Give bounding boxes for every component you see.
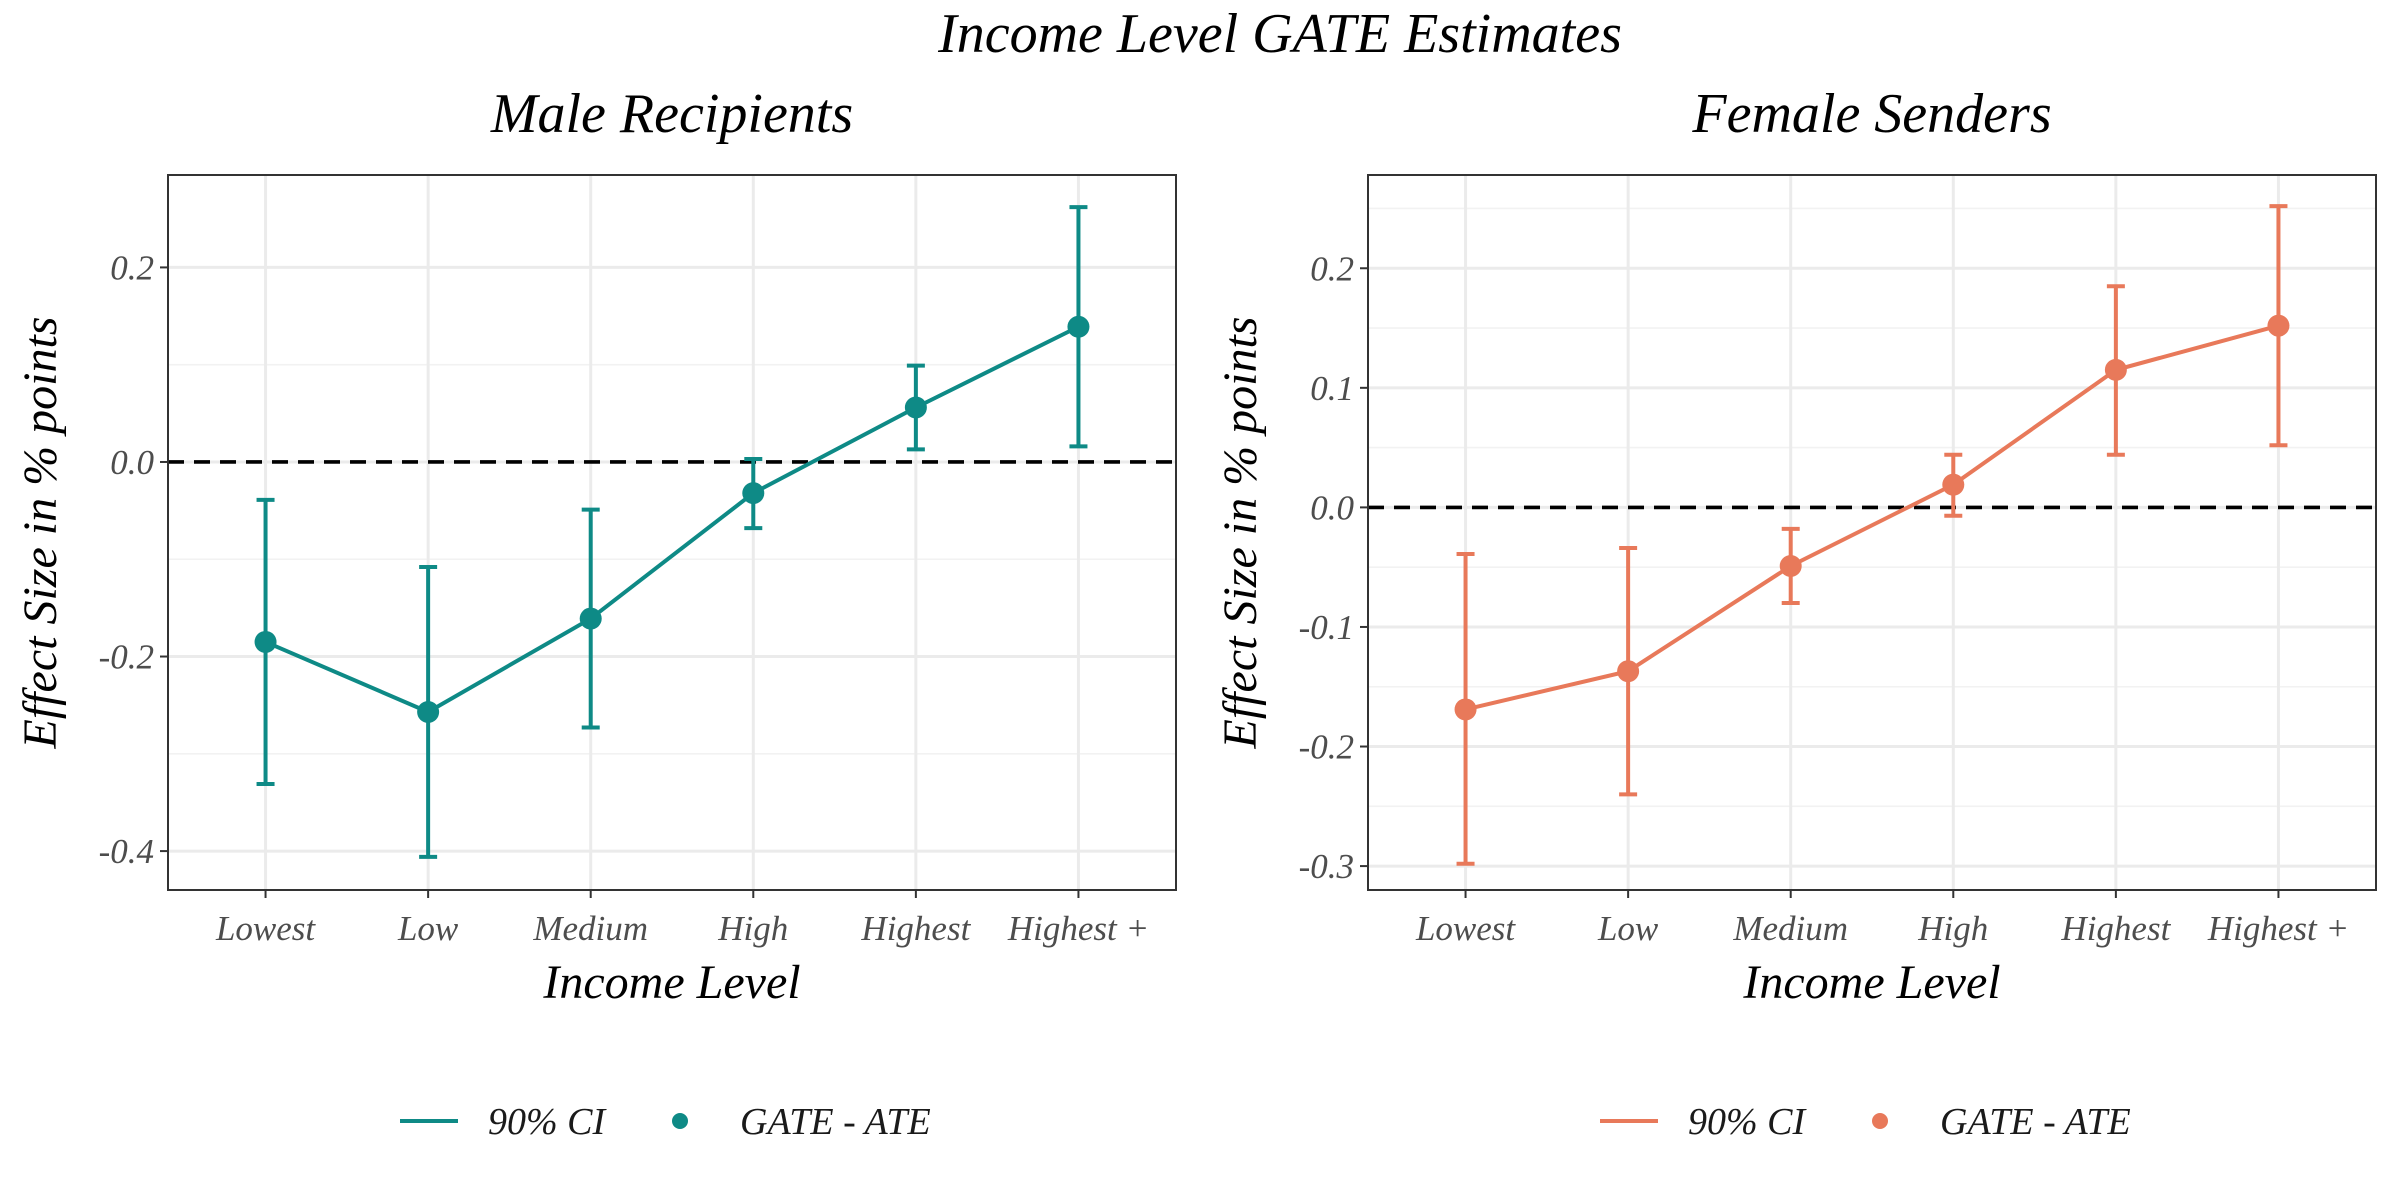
data-point: [1942, 473, 1965, 496]
legend-point-key: [1872, 1113, 1888, 1129]
data-point: [2104, 358, 2127, 381]
y-tick-label: 0.0: [110, 443, 154, 482]
panel-male-recipients: Male Recipients -0.4 -0.2 0.0 0.2 Lowest Low Me…: [14, 83, 1177, 1143]
data-point: [1454, 698, 1477, 721]
y-tick-label: 0.2: [110, 248, 154, 287]
legend-ci-label: 90% CI: [1688, 1101, 1808, 1143]
y-tick-label: 0.2: [1310, 249, 1354, 288]
data-point: [579, 607, 602, 630]
x-tick-label: Highest +: [1007, 909, 1149, 948]
x-tick-label: Highest: [860, 909, 971, 948]
series-line: [1465, 323, 2279, 712]
x-tick-label: Highest: [2060, 909, 2171, 948]
y-tick-label: -0.2: [1299, 728, 1354, 767]
y-tick-label: -0.1: [1299, 608, 1354, 647]
y-tick-label: 0.1: [1310, 369, 1354, 408]
y-tick-label: 0.0: [1310, 488, 1354, 527]
y-axis-title: Effect Size in % points: [14, 317, 67, 750]
x-tick-label: Highest +: [2207, 909, 2349, 948]
series-line: [264, 324, 1080, 715]
x-tick-label: Low: [397, 909, 459, 948]
data-point: [254, 630, 277, 653]
panel-title: Female Senders: [1691, 83, 2051, 145]
data-point: [1617, 660, 1640, 683]
x-tick-label: Lowest: [1415, 909, 1516, 948]
panel-title: Male Recipients: [490, 83, 853, 145]
main-title: Income Level GATE Estimates: [937, 3, 1622, 65]
data-point: [742, 482, 765, 505]
data-point: [1067, 315, 1090, 338]
x-tick-label: Medium: [1732, 909, 1848, 948]
legend-ci-label: 90% CI: [488, 1101, 608, 1143]
y-axis-title: Effect Size in % points: [1214, 317, 1267, 750]
y-tick-label: -0.3: [1299, 847, 1354, 886]
x-tick-label: Lowest: [215, 909, 316, 948]
panel-female-senders: Female Senders -0.3 -0.2 -0.1 0.0 0.1 0.2 Lowes…: [1214, 83, 2377, 1143]
x-tick-label: Low: [1597, 909, 1659, 948]
y-tick-label: -0.2: [99, 638, 154, 677]
legend-point-label: GATE - ATE: [1940, 1101, 2131, 1143]
x-tick-label: Medium: [532, 909, 648, 948]
legend-point-key: [672, 1113, 688, 1129]
data-point: [904, 396, 927, 419]
data-point: [417, 700, 440, 723]
panel-border: [167, 174, 1177, 891]
x-tick-label: High: [1917, 909, 1988, 948]
data-point: [2267, 314, 2290, 337]
data-point: [1779, 554, 1802, 577]
legend-point-label: GATE - ATE: [740, 1101, 931, 1143]
x-axis-title: Income Level: [542, 956, 800, 1009]
x-tick-label: High: [717, 909, 788, 948]
x-axis-title: Income Level: [1742, 956, 2000, 1009]
y-tick-label: -0.4: [99, 832, 154, 871]
panel-border: [1367, 174, 2377, 891]
